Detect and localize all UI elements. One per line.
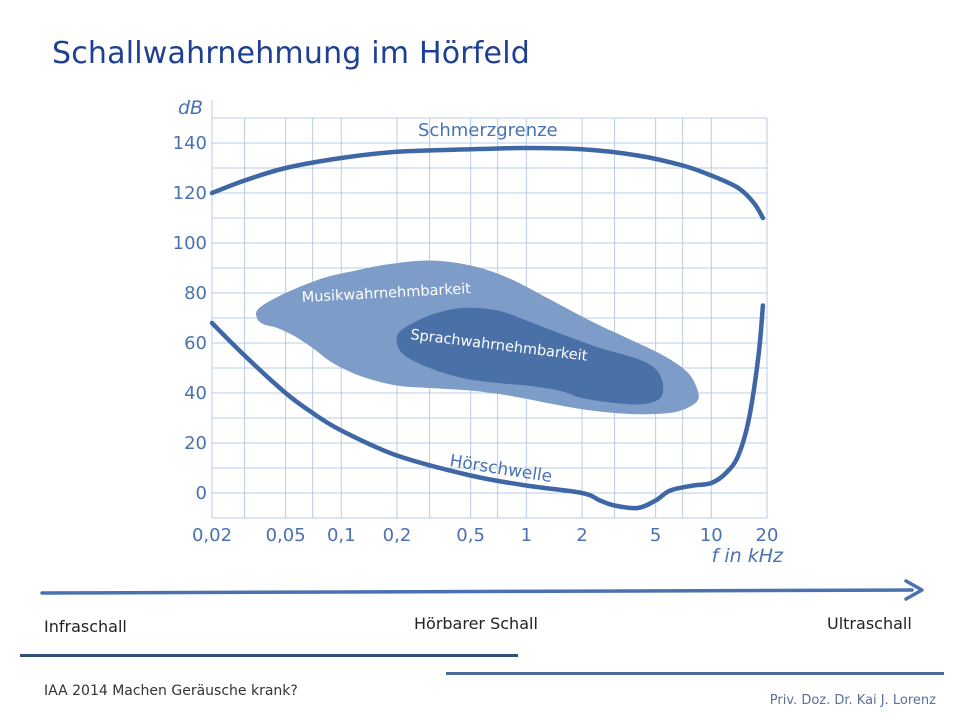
x-tick-label: 10 (700, 525, 723, 546)
x-tick-label: 2 (576, 525, 587, 546)
hearing-threshold-curve (209, 303, 766, 511)
range-label-ultraschall: Ultraschall (827, 614, 912, 633)
x-tick-label: 20 (756, 525, 779, 546)
y-tick-label: 40 (184, 383, 207, 404)
frequency-arrow-head (904, 579, 924, 601)
x-tick-label: 0,02 (192, 525, 232, 546)
y-tick-label: 100 (173, 233, 207, 254)
range-rule-infra (20, 654, 518, 657)
range-label-infraschall: Infraschall (44, 617, 127, 636)
footer-author: Priv. Doz. Dr. Kai J. Lorenz (769, 693, 936, 708)
x-tick-label: 0,1 (327, 525, 356, 546)
x-tick-label: 1 (521, 525, 532, 546)
y-tick-label: 60 (184, 333, 207, 354)
footer-event: IAA 2014 Machen Geräusche krank? (44, 683, 298, 699)
slide-title: Schallwahrnehmung im Hörfeld (52, 36, 530, 71)
pain-threshold-label: Schmerzgrenze (418, 120, 558, 141)
frequency-arrow (40, 579, 924, 601)
x-axis-unit: f in kHz (712, 545, 784, 567)
speech-perception-region (396, 307, 664, 405)
y-tick-label: 20 (184, 433, 207, 454)
chart-curves (209, 145, 766, 511)
y-tick-label: 0 (196, 483, 207, 504)
x-tick-label: 0,5 (456, 525, 485, 546)
x-tick-label: 0,05 (266, 525, 306, 546)
frequency-arrow-line (40, 588, 914, 595)
y-tick-label: 80 (184, 283, 207, 304)
x-tick-label: 0,2 (383, 525, 412, 546)
y-tick-label: 120 (173, 183, 207, 204)
perception-regions (255, 260, 699, 415)
y-axis-unit: dB (178, 97, 203, 119)
x-tick-label: 5 (650, 525, 661, 546)
pain-threshold-curve (209, 145, 766, 221)
y-tick-label: 140 (173, 133, 207, 154)
range-label-hoerbarer-schall: Hörbarer Schall (414, 614, 538, 633)
range-rule-audible (446, 672, 944, 675)
chart-tick-labels: 0,02 0,05 0,1 0,2 0,5 1 2 5 10 20 0 20 40 60 80 100 120 1… (173, 133, 779, 546)
